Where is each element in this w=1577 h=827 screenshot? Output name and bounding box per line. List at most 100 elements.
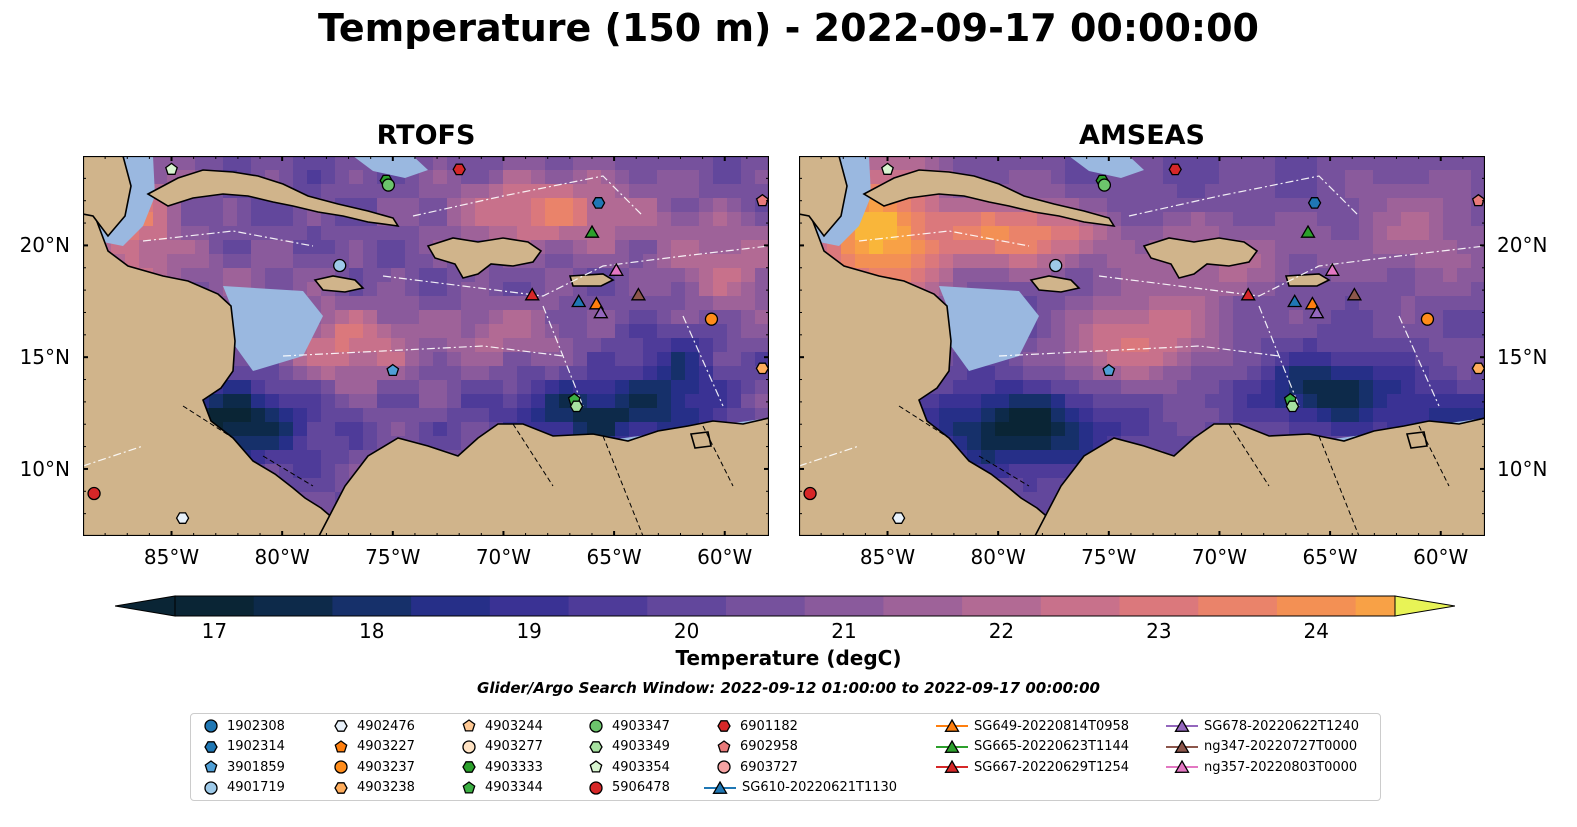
legend-item-4903237: 4903237 <box>331 757 415 777</box>
legend-item-SG649-20220814T0958: SG649-20220814T0958 <box>936 716 1129 736</box>
marker-4903238 <box>755 362 769 375</box>
legend-label: 4903244 <box>485 718 543 734</box>
legend-item-4903347: 4903347 <box>586 716 670 736</box>
marker-6901182 <box>1168 163 1182 176</box>
marker-1902314 <box>1307 197 1322 209</box>
country-borders <box>182 405 734 536</box>
marker-4903354 <box>881 162 894 175</box>
marker-1902314 <box>591 197 606 209</box>
marker-4903354 <box>165 162 178 175</box>
legend-label: 1902314 <box>227 739 285 754</box>
legend-label: 4903347 <box>612 718 670 734</box>
legend-item-SG667-20220629T1254: SG667-20220629T1254 <box>936 757 1129 777</box>
country-borders <box>898 405 1450 536</box>
legend-marker-icon <box>1174 739 1190 753</box>
marker-SG649-20220814T0958 <box>1304 296 1321 310</box>
colorbar-tick-label: 22 <box>988 619 1015 643</box>
legend-item-6901182: 6901182 <box>714 716 798 736</box>
marker-4903347 <box>381 178 396 192</box>
lon-tick-label: 85°W <box>143 545 200 569</box>
land-trinidad <box>689 431 712 449</box>
lon-tick-label: 60°W <box>1413 545 1469 569</box>
colorbar-label: Temperature (degC) <box>675 646 902 670</box>
legend-item-SG610-20220621T1130: SG610-20220621T1130 <box>704 778 897 798</box>
marker-SG667-20220629T1254 <box>1240 287 1256 301</box>
search-window-caption: Glider/Argo Search Window: 2022-09-12 01… <box>477 679 1100 697</box>
marker-5906478 <box>803 486 817 501</box>
figure-title: Temperature (150 m) - 2022-09-17 00:00:0… <box>317 6 1259 50</box>
colorbar-bin <box>411 596 491 616</box>
land-cuba <box>146 169 400 228</box>
legend-marker-icon <box>589 760 603 773</box>
marker-4903237 <box>704 312 719 326</box>
lon-tick-label: 70°W <box>475 545 532 569</box>
colorbar-tick-label: 21 <box>831 619 857 643</box>
marker-ng357-20220803T0000 <box>608 262 624 276</box>
land-hispaniola <box>1142 237 1259 279</box>
legend-label: 4901719 <box>227 780 285 795</box>
colorbar-tick-label: 24 <box>1303 619 1329 643</box>
legend-item-4901719: 4901719 <box>201 778 285 798</box>
marker-6902958 <box>755 193 769 207</box>
legend-marker-icon <box>462 739 476 754</box>
legend-marker-icon <box>589 719 603 733</box>
marker-ng347-20220727T0000 <box>1346 287 1363 301</box>
legend-label: SG667-20220629T1254 <box>974 759 1130 775</box>
legend-marker-icon <box>462 761 476 773</box>
marker-4903349 <box>1285 400 1300 413</box>
colorbar-bin <box>175 596 255 616</box>
lon-tick-label: 80°W <box>254 545 310 569</box>
legend-marker-icon <box>589 780 603 795</box>
marker-4902476 <box>175 512 190 524</box>
lat-tick-label: 20°N <box>1497 233 1548 258</box>
lon-tick-label: 80°W <box>970 545 1026 569</box>
legend-marker-icon <box>204 780 218 795</box>
legend-item-4903277: 4903277 <box>459 737 543 757</box>
colorbar-tick-label: 20 <box>673 619 700 643</box>
legend-item-4903349: 4903349 <box>586 737 670 757</box>
legend-marker-icon <box>204 719 218 733</box>
shelf-bahamas <box>1069 156 1144 178</box>
legend: 1902308 1902314 3901859 4901719 4902476 49032… <box>190 713 1381 801</box>
shelf-bahamas <box>353 156 428 178</box>
legend-label: SG649-20220814T0958 <box>974 718 1130 734</box>
legend-marker-icon <box>204 740 218 753</box>
legend-marker-icon <box>204 760 218 773</box>
marker-4901719 <box>1049 258 1063 273</box>
colorbar-bin <box>962 596 1042 616</box>
legend-marker-icon <box>717 760 731 774</box>
panel-title-rtofs: RTOFS <box>376 120 476 151</box>
lon-tick-label: 65°W <box>586 545 642 569</box>
legend-item-4903344: 4903344 <box>459 778 543 798</box>
map-frame <box>83 156 769 536</box>
lat-tick-label: 20°N <box>19 233 70 258</box>
legend-marker-icon <box>712 780 728 794</box>
legend-item-4903227: 4903227 <box>331 737 415 757</box>
shelf-honduras <box>939 286 1039 371</box>
land-trinidad <box>1405 431 1428 449</box>
colorbar-bin <box>568 596 648 616</box>
marker-4903237 <box>1420 312 1435 326</box>
land-jamaica <box>1029 275 1081 293</box>
legend-label: 4903238 <box>357 780 415 795</box>
legend-item-6902958: 6902958 <box>714 737 798 757</box>
legend-marker-icon <box>334 781 348 794</box>
land-hispaniola <box>426 237 543 279</box>
legend-item-4903238: 4903238 <box>331 778 415 798</box>
marker-4903349 <box>569 400 584 413</box>
legend-label: 3901859 <box>227 759 285 775</box>
eez-boundaries <box>83 175 769 467</box>
colorbar-bin <box>489 596 570 616</box>
legend-item-4903244: 4903244 <box>459 716 543 736</box>
marker-SG665-20220623T1144 <box>584 224 600 238</box>
marker-4903238 <box>1471 362 1485 375</box>
lon-tick-label: 65°W <box>1302 545 1358 569</box>
marker-6901182 <box>452 163 466 176</box>
legend-label: SG610-20220621T1130 <box>742 780 898 795</box>
colorbar-bin <box>804 596 884 616</box>
legend-label: 4903237 <box>357 759 415 775</box>
legend-item-4903354: 4903354 <box>586 757 670 777</box>
lat-tick-label: 10°N <box>1497 456 1548 481</box>
map-amseas <box>799 156 1485 536</box>
marker-SG649-20220814T0958 <box>588 296 605 310</box>
